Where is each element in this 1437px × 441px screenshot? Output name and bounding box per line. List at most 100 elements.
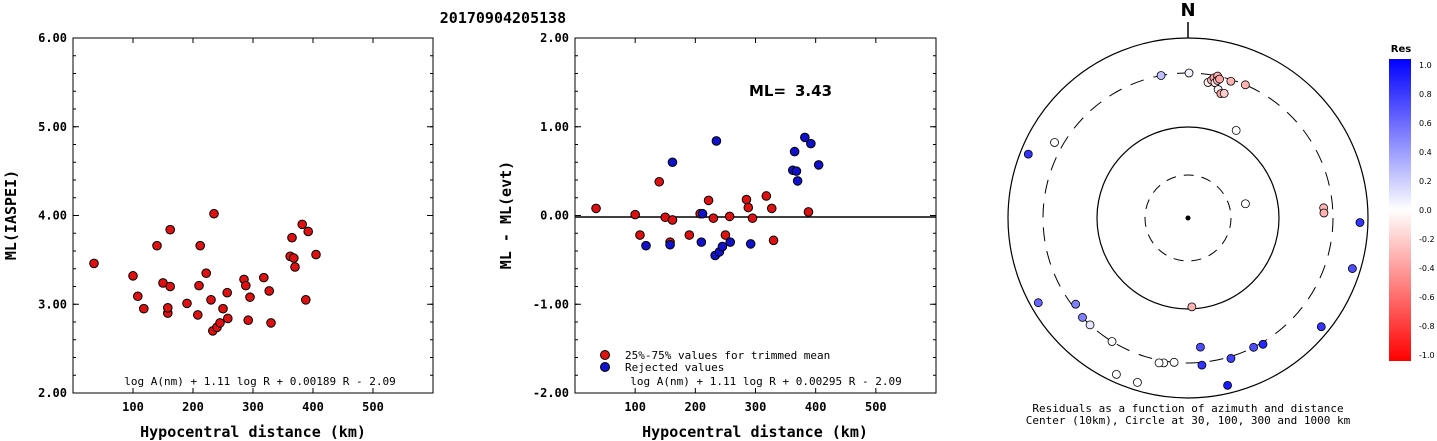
- y-tick-label: 4.00: [38, 209, 67, 223]
- data-point: [711, 136, 722, 146]
- data-point: [696, 237, 707, 247]
- x-tick-label: 500: [865, 400, 887, 414]
- legend-label-rejected: Rejected values: [625, 361, 724, 374]
- y-tick-label: 3.00: [38, 297, 67, 311]
- station-point: [1154, 358, 1164, 368]
- data-point: [745, 239, 756, 249]
- colorbar-tick-label: -0.2: [1419, 235, 1435, 244]
- north-label: N: [1180, 0, 1195, 21]
- data-point: [259, 272, 269, 283]
- data-point: [193, 310, 203, 320]
- polar-caption-line2: Center (10km), Circle at 30, 100, 300 an…: [1026, 414, 1351, 427]
- y-tick-label: 6.00: [38, 31, 67, 45]
- colorbar-tick-label: -1.0: [1419, 351, 1435, 360]
- data-point: [128, 271, 138, 281]
- station-point: [1023, 149, 1033, 159]
- station-point: [1107, 337, 1117, 346]
- data-point: [766, 203, 777, 214]
- formula-text: log A(nm) + 1.11 log R + 0.00295 R - 2.0…: [630, 375, 902, 388]
- legend: 25%-75% values for trimmed mean Rejected…: [600, 349, 830, 374]
- station-point: [1226, 354, 1236, 363]
- data-point: [813, 160, 824, 170]
- colorbar-tick-label: 0.2: [1419, 177, 1432, 186]
- data-point: [289, 253, 299, 263]
- data-point: [195, 240, 205, 251]
- station-point: [1223, 380, 1232, 390]
- y-tick-label: 2.00: [540, 31, 569, 45]
- x-tick-label: 400: [805, 400, 827, 414]
- data-point: [684, 230, 695, 240]
- station-point: [1219, 88, 1229, 98]
- data-point: [800, 132, 810, 143]
- station-point: [1241, 199, 1250, 209]
- data-point: [297, 219, 308, 230]
- data-point: [287, 232, 297, 243]
- data-point: [89, 258, 99, 269]
- data-point: [768, 235, 779, 246]
- x-tick-label: 300: [242, 400, 264, 414]
- station-point: [1071, 299, 1081, 309]
- ring-100km: [1096, 126, 1280, 310]
- tick-group: 100 200 300 400 500 -2.00 -1.00 0.00 1.00 2.00: [533, 31, 936, 414]
- ml-value: 3.43: [795, 82, 832, 100]
- colorbar: Res 1.0 0.8 0.6 0.4 0.2 0.0 -0.2 -0.4 -0.6 -0.8 -1…: [1389, 44, 1435, 361]
- station-point: [1258, 339, 1268, 349]
- polar-caption-line1: Residuals as a function of azimuth and d…: [1032, 402, 1343, 415]
- panel-ml-iaspei: 100 200 300 400 500 2.00 3.00 4.00 5.00 6.00 ML(I…: [2, 31, 434, 441]
- data-point: [218, 303, 228, 314]
- panel-polar: N Residuals as a function of azimuth and…: [1007, 0, 1369, 427]
- station-point: [1085, 320, 1095, 330]
- data-point: [630, 209, 640, 220]
- colorbar-title: Res: [1391, 44, 1411, 55]
- plot-frame: [72, 37, 434, 394]
- figure-title: 20170904205138: [440, 9, 566, 27]
- points-group: [591, 132, 824, 261]
- data-point: [697, 208, 708, 219]
- data-point: [789, 146, 800, 157]
- ml-label: ML=: [749, 82, 786, 100]
- points-group: [1023, 68, 1365, 390]
- station-point: [1169, 357, 1179, 367]
- data-point: [667, 215, 678, 225]
- data-point: [163, 303, 173, 313]
- station-point: [1231, 126, 1241, 135]
- x-tick-label: 300: [745, 400, 767, 414]
- colorbar-gradient: [1389, 59, 1411, 361]
- x-tick-label: 500: [362, 400, 384, 414]
- colorbar-tick-label: -0.6: [1419, 293, 1435, 302]
- data-point: [266, 318, 276, 328]
- data-point: [206, 295, 216, 305]
- station-point: [1078, 313, 1087, 322]
- data-point: [791, 166, 802, 176]
- ring-outer: [1007, 37, 1369, 399]
- data-point: [152, 240, 162, 251]
- x-axis-label: Hypocentral distance (km): [642, 423, 868, 441]
- data-point: [743, 202, 754, 213]
- station-point: [1319, 208, 1329, 218]
- data-point: [747, 213, 758, 223]
- center-marker: [1185, 215, 1191, 221]
- station-point: [1187, 302, 1197, 312]
- legend-marker-trimmed: [600, 350, 610, 360]
- data-point: [703, 195, 714, 206]
- x-tick-label: 400: [302, 400, 324, 414]
- y-tick-label: -2.00: [533, 386, 569, 400]
- station-point: [1184, 68, 1194, 78]
- data-point: [182, 298, 192, 309]
- colorbar-tick-label: -0.8: [1419, 322, 1435, 331]
- data-point: [201, 268, 211, 278]
- colorbar-ticks: 1.0 0.8 0.6 0.4 0.2 0.0 -0.2 -0.4 -0.6 -0.8 -1.0: [1419, 61, 1435, 360]
- data-point: [717, 241, 728, 252]
- panel-ml-residual: 100 200 300 400 500 -2.00 -1.00 0.00 1.00 2.00 ML…: [497, 31, 937, 441]
- data-point: [223, 313, 233, 324]
- colorbar-tick-label: 0.8: [1419, 90, 1432, 99]
- data-point: [654, 176, 665, 187]
- formula-text: log A(nm) + 1.11 log R + 0.00189 R - 2.0…: [124, 375, 396, 388]
- station-point: [1226, 76, 1236, 86]
- data-point: [241, 280, 251, 291]
- data-point: [806, 138, 816, 149]
- data-point: [301, 295, 311, 305]
- x-tick-label: 200: [182, 400, 204, 414]
- points-group: [89, 208, 321, 336]
